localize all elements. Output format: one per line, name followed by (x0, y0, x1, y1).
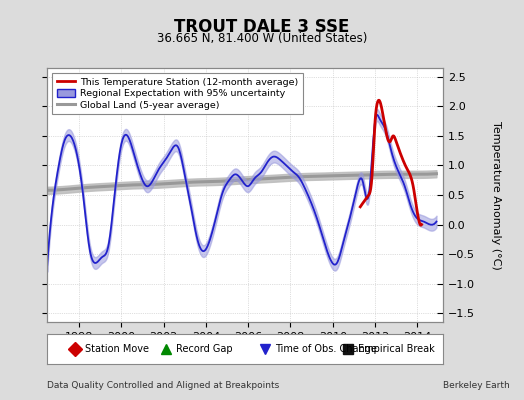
Text: Record Gap: Record Gap (176, 344, 232, 354)
Legend: This Temperature Station (12-month average), Regional Expectation with 95% uncer: This Temperature Station (12-month avera… (52, 73, 303, 114)
Text: Empirical Break: Empirical Break (358, 344, 434, 354)
Text: 36.665 N, 81.400 W (United States): 36.665 N, 81.400 W (United States) (157, 32, 367, 45)
Text: Time of Obs. Change: Time of Obs. Change (275, 344, 377, 354)
Y-axis label: Temperature Anomaly (°C): Temperature Anomaly (°C) (492, 121, 501, 269)
Text: Station Move: Station Move (85, 344, 149, 354)
Text: TROUT DALE 3 SSE: TROUT DALE 3 SSE (174, 18, 350, 36)
Text: Data Quality Controlled and Aligned at Breakpoints: Data Quality Controlled and Aligned at B… (47, 381, 279, 390)
Text: Berkeley Earth: Berkeley Earth (443, 381, 509, 390)
